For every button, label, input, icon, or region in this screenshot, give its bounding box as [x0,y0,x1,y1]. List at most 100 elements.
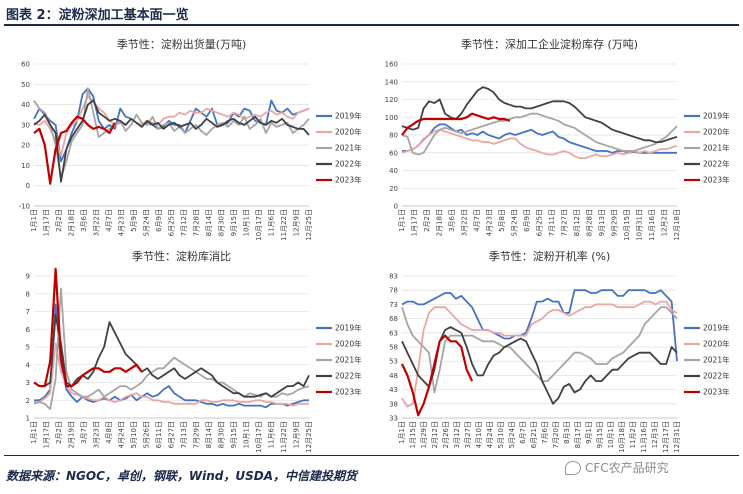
x-tick-label: 2月18日 [436,209,444,236]
y-tick-label: 6 [26,326,31,334]
y-tick-label: 33 [389,415,398,423]
chart-starch-inventory: 季节性：深加工企业淀粉库存 (万吨) 0 20 40 60 80 100 120 140 160 1… [372,30,738,242]
x-tick-label: 7月28日 [193,209,201,236]
y-tick-label: 60 [21,61,30,69]
y-tick-label: 63 [389,329,398,337]
figure-footer: 数据来源：NGOC，卓创，钢联，Wind，USDA，中信建投期货 CFC农产品研… [0,455,743,494]
series-line-2023年 [401,112,511,136]
x-tick-label: 1月1日 [398,209,406,232]
x-tick-label: 4月8日 [105,421,113,444]
x-tick-label: 3月22日 [93,209,101,236]
figure-title: 图表 2：淀粉深加工基本面一览 [6,8,189,23]
x-tick-label: 11月2日 [629,421,637,448]
x-tick-label: 9月15日 [230,209,238,236]
y-tick-label: 5 [26,344,30,352]
x-tick-label: 11月16日 [648,209,656,241]
legend-label: 2023年 [335,387,362,397]
x-tick-label: 10月1日 [243,209,251,236]
legend-label: 2019年 [335,111,362,121]
x-tick-label: 8月28日 [586,209,594,236]
chart-title: 季节性：淀粉出货量(万吨) [117,37,247,51]
x-tick-label: 7月20日 [552,421,560,448]
y-tick-label: 60 [389,149,398,157]
legend-label: 2019年 [703,111,730,121]
brand-name: CFC农产品研究 [585,461,669,475]
series-line-2021年 [401,112,678,156]
x-tick-label: 6月25日 [168,209,176,236]
y-tick-label: 80 [389,132,398,140]
x-tick-label: 1月17日 [411,209,419,236]
footer-divider [4,455,739,456]
x-tick-label: 9月15日 [230,421,238,448]
x-tick-label: 5月24日 [511,209,519,236]
x-tick-label: 6月21日 [530,421,538,448]
y-tick-label: 73 [389,301,398,309]
series-line-2022年 [33,99,310,183]
x-tick-label: 11月6日 [268,421,276,448]
x-tick-label: 3月6日 [448,209,456,232]
x-tick-label: 5月8日 [498,209,506,232]
legend-label: 2020年 [703,127,730,137]
chart-title: 季节性：淀粉库消比 [132,249,231,263]
x-tick-label: 2月2日 [55,421,63,444]
x-tick-label: 2月26日 [442,421,450,448]
data-source: 数据来源：NGOC，卓创，钢联，Wind，USDA，中信建投期货 [6,469,358,483]
legend-label: 2021年 [335,355,362,365]
x-tick-label: 9月1日 [585,421,593,444]
legend-label: 2021年 [703,143,730,153]
x-tick-label: 5月9日 [130,209,138,232]
y-tick-label: 7 [26,308,30,316]
legend-label: 2019年 [703,323,730,333]
y-tick-label: 140 [385,78,398,86]
y-tick-label: 8 [26,290,30,298]
chart-title: 季节性：淀粉开机率 (%) [489,249,611,263]
x-tick-label: 4月10日 [475,421,483,448]
series-line-2022年 [401,86,678,143]
series-line-2023年 [33,115,116,185]
y-tick-label: 100 [385,114,398,122]
brand-watermark: CFC农产品研究 [565,459,669,476]
y-tick-label: 78 [389,287,398,295]
x-tick-label: 8月14日 [205,421,213,448]
x-tick-label: 11月16日 [640,421,648,453]
x-tick-label: 1月15日 [409,421,417,448]
x-tick-label: 4月23日 [118,209,126,236]
x-tick-label: 9月29日 [611,209,619,236]
x-tick-label: 8月14日 [205,209,213,236]
legend-label: 2022年 [335,371,362,381]
x-tick-label: 1月1日 [30,421,38,444]
legend-label: 2020年 [335,127,362,137]
x-tick-label: 4月7日 [105,209,113,232]
x-tick-label: 6月25日 [536,209,544,236]
y-tick-label: 0 [394,203,398,211]
y-tick-label: 4 [26,361,31,369]
y-tick-label: 160 [385,61,398,69]
x-tick-label: 11月22日 [280,209,288,241]
chart-0-svg: 季节性：淀粉出货量(万吨) -10 0 10 20 30 40 50 60 1月1日 1月17日 2月… [19,37,363,241]
x-tick-label: 5月10日 [130,421,138,448]
x-tick-label: 6月11日 [155,421,163,448]
x-tick-label: 4月24日 [486,421,494,448]
y-tick-label: 43 [389,386,398,394]
x-tick-label: 10月1日 [607,421,615,448]
y-tick-label: 120 [385,96,398,104]
legend-label: 2020年 [703,339,730,349]
x-tick-label: 8月30日 [218,421,226,448]
y-tick-label: 58 [389,344,398,352]
x-tick-label: 1月1日 [30,209,38,232]
x-tick-label: 8月17日 [574,421,582,448]
x-tick-label: 5月24日 [508,421,516,448]
y-tick-label: 20 [389,185,398,193]
y-tick-label: 53 [389,358,398,366]
x-tick-label: 12月18日 [673,209,681,241]
x-tick-label: 10月18日 [618,421,626,453]
x-tick-label: 5月10日 [497,421,505,448]
legend-label: 2023年 [703,387,730,397]
chart-1-svg: 季节性：深加工企业淀粉库存 (万吨) 0 20 40 60 80 100 120 140 160 1… [385,37,730,241]
figure-header: 图表 2：淀粉深加工基本面一览 [0,0,743,26]
x-tick-label: 12月2日 [661,209,669,236]
legend-label: 2021年 [335,143,362,153]
x-tick-label: 3月7日 [80,421,88,444]
wechat-icon [565,460,581,475]
